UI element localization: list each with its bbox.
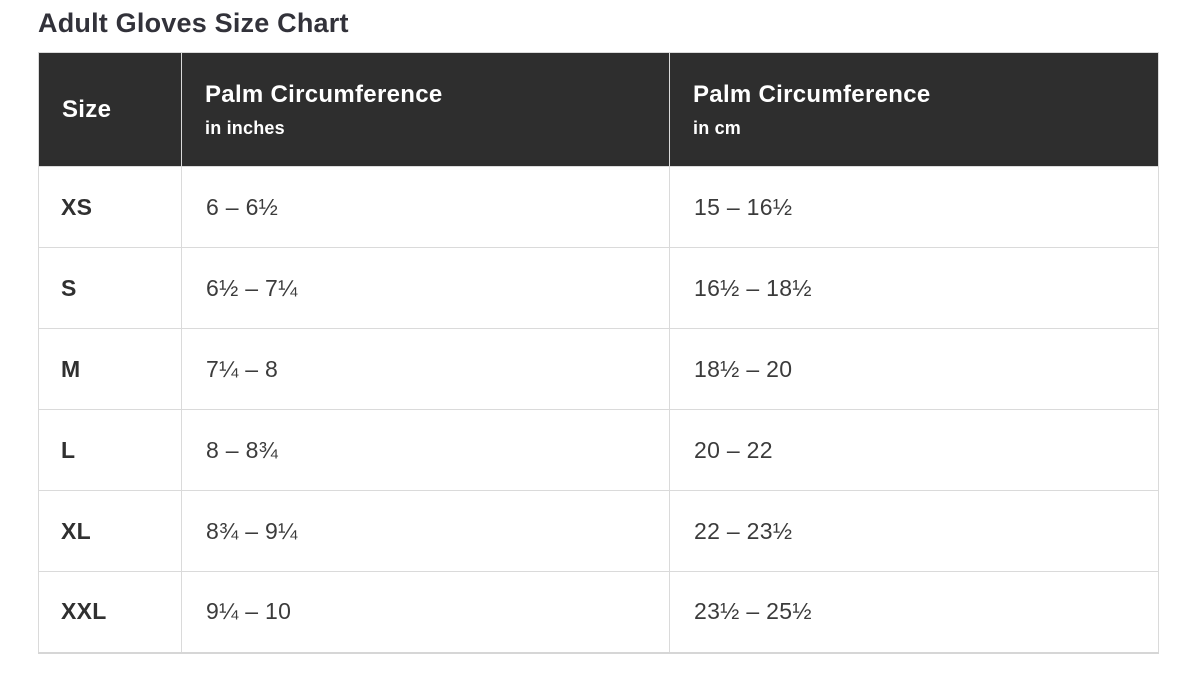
table-body: XS 6 – 6½ 15 – 16½ S 6½ – 7¼ 16½ – 18½ M 7¼ – 8… [38,166,1159,653]
column-header-cm: Palm Circumference in cm [669,52,1159,167]
column-header-cm-label: Palm Circumference [693,80,931,108]
cm-cell: 18½ – 20 [669,328,1159,410]
inches-cell: 7¼ – 8 [181,328,670,410]
inches-cell: 8 – 8¾ [181,409,670,491]
inches-cell: 9¼ – 10 [181,571,670,653]
size-chart-table: Size Palm Circumference in inches Palm C… [38,52,1159,654]
column-header-size: Size [38,52,182,167]
column-header-size-label: Size [62,95,112,123]
table-row: S 6½ – 7¼ 16½ – 18½ [38,247,1159,329]
header-row: Size Palm Circumference in inches Palm C… [38,52,1159,167]
table-row: M 7¼ – 8 18½ – 20 [38,328,1159,410]
inches-cell: 6 – 6½ [181,166,670,248]
size-cell: XS [38,166,182,248]
column-header-inches-label: Palm Circumference [205,80,443,108]
column-header-inches: Palm Circumference in inches [181,52,670,167]
size-cell: XXL [38,571,182,653]
cm-cell: 16½ – 18½ [669,247,1159,329]
cm-cell: 22 – 23½ [669,490,1159,572]
cm-cell: 15 – 16½ [669,166,1159,248]
size-cell: M [38,328,182,410]
column-header-inches-sublabel: in inches [205,117,285,138]
column-header-cm-sublabel: in cm [693,117,742,138]
page: Adult Gloves Size Chart Size Palm Circum… [38,8,1159,654]
table-row: XL 8¾ – 9¼ 22 – 23½ [38,490,1159,572]
size-cell: S [38,247,182,329]
inches-cell: 6½ – 7¼ [181,247,670,329]
cm-cell: 23½ – 25½ [669,571,1159,653]
page-title: Adult Gloves Size Chart [38,8,349,38]
table-row: XXL 9¼ – 10 23½ – 25½ [38,571,1159,653]
inches-cell: 8¾ – 9¼ [181,490,670,572]
cm-cell: 20 – 22 [669,409,1159,491]
size-cell: XL [38,490,182,572]
table-header: Size Palm Circumference in inches Palm C… [38,52,1159,167]
size-cell: L [38,409,182,491]
table-row: XS 6 – 6½ 15 – 16½ [38,166,1159,248]
